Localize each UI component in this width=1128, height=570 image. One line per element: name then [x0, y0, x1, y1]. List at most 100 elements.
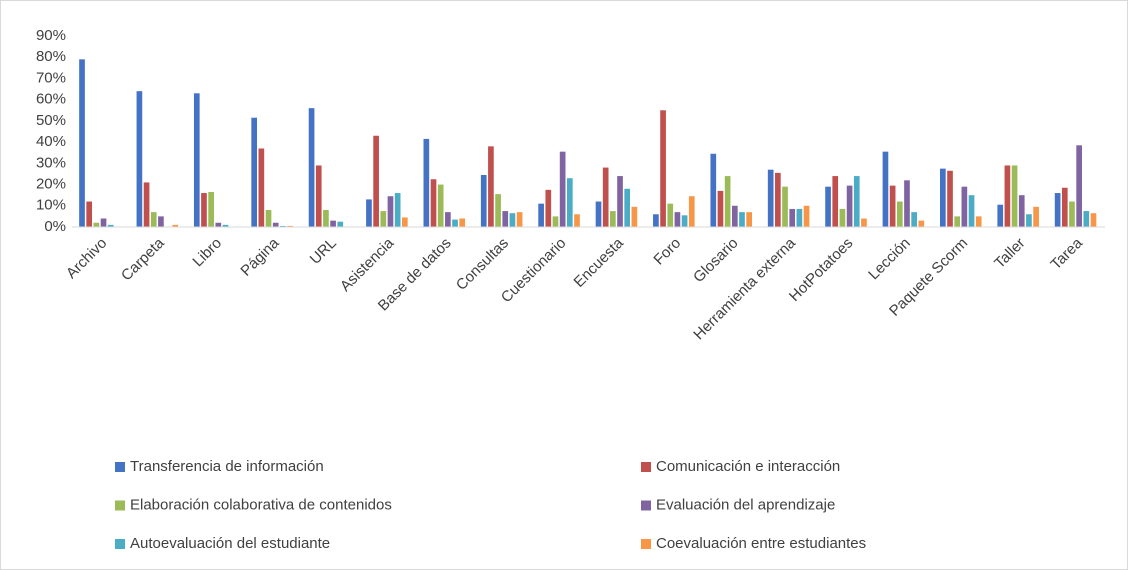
y-tick-label: 90%: [36, 27, 66, 44]
legend-swatch: [115, 462, 125, 472]
bar: [846, 185, 853, 227]
bar: [1069, 201, 1075, 227]
y-tick-label: 30%: [36, 154, 66, 171]
y-tick-label: 10%: [36, 197, 66, 214]
bar: [337, 221, 344, 227]
bar: [280, 225, 286, 227]
legend-label: Transferencia de información: [130, 458, 324, 475]
bar: [667, 203, 674, 227]
bar: [459, 218, 466, 227]
bar: [782, 186, 788, 227]
y-tick-label: 40%: [36, 133, 66, 150]
bar: [158, 216, 164, 227]
legend-swatch: [115, 500, 125, 511]
bar: [911, 212, 917, 227]
bar: [545, 189, 552, 227]
bar: [1011, 165, 1018, 227]
bar: [660, 110, 666, 227]
bar: [896, 201, 903, 227]
bar: [79, 59, 85, 227]
bar: [1076, 145, 1082, 227]
bar: [882, 151, 889, 227]
bar: [1083, 211, 1090, 227]
bar: [172, 224, 179, 227]
bar: [1026, 214, 1032, 227]
bar: [595, 201, 602, 227]
bar: [724, 176, 731, 227]
bar: [918, 220, 925, 227]
bar: [366, 199, 372, 227]
bar: [968, 195, 975, 227]
bar: [803, 205, 810, 227]
bar: [889, 185, 896, 227]
bar: [681, 215, 688, 227]
bar: [947, 170, 953, 227]
bar: [775, 172, 781, 227]
bar: [839, 208, 846, 227]
bar: [387, 196, 394, 227]
bar: [380, 211, 387, 227]
bar: [437, 184, 444, 227]
bar: [502, 211, 509, 227]
bar: [997, 204, 1004, 227]
legend-label: Elaboración colaborativa de contenidos: [130, 496, 392, 513]
bar: [480, 175, 487, 227]
bar: [767, 169, 774, 227]
bar: [602, 167, 609, 227]
bar: [1018, 195, 1025, 227]
bar: [394, 193, 401, 227]
bar: [1061, 187, 1068, 227]
bar: [631, 206, 638, 227]
bar: [323, 210, 329, 227]
bar: [208, 191, 214, 227]
bar: [265, 210, 272, 227]
bar: [717, 190, 724, 227]
bar: [961, 186, 968, 227]
y-tick-label: 20%: [36, 176, 66, 193]
bar: [538, 203, 544, 227]
y-tick-label: 80%: [36, 48, 66, 65]
bar: [1033, 206, 1039, 227]
y-tick-label: 50%: [36, 112, 66, 129]
y-tick-label: 60%: [36, 91, 66, 108]
bar: [93, 222, 100, 227]
bar: [330, 220, 336, 227]
bar: [789, 208, 796, 227]
bar: [516, 212, 523, 227]
bar: [746, 212, 752, 227]
bar: [853, 176, 860, 227]
bar: [100, 218, 107, 227]
bar: [559, 151, 566, 227]
legend-swatch: [641, 500, 651, 511]
bar: [566, 178, 573, 227]
bar: [373, 135, 379, 227]
bar: [825, 186, 831, 227]
legend-label: Evaluación del aprendizaje: [656, 496, 835, 513]
bar: [308, 108, 315, 227]
bar: [201, 193, 207, 227]
bar: [509, 213, 516, 227]
bar: [258, 148, 265, 227]
bar: [653, 214, 659, 227]
bar: [251, 117, 258, 227]
bar: [430, 179, 437, 227]
bar: [272, 222, 279, 227]
bar: [1054, 193, 1061, 227]
legend-swatch: [641, 539, 651, 549]
bar: [710, 153, 717, 227]
bar: [975, 216, 982, 227]
bar: [445, 212, 451, 227]
bar: [86, 201, 93, 227]
bar: [796, 208, 803, 227]
bar: [401, 217, 408, 227]
bar: [287, 225, 293, 227]
y-tick-label: 70%: [36, 69, 66, 86]
bar: [954, 216, 961, 227]
bar: [688, 196, 695, 227]
legend-label: Autoevaluación del estudiante: [130, 535, 330, 552]
bar: [452, 219, 458, 227]
bar: [488, 146, 494, 227]
legend-label: Comunicación e interacción: [656, 458, 840, 475]
